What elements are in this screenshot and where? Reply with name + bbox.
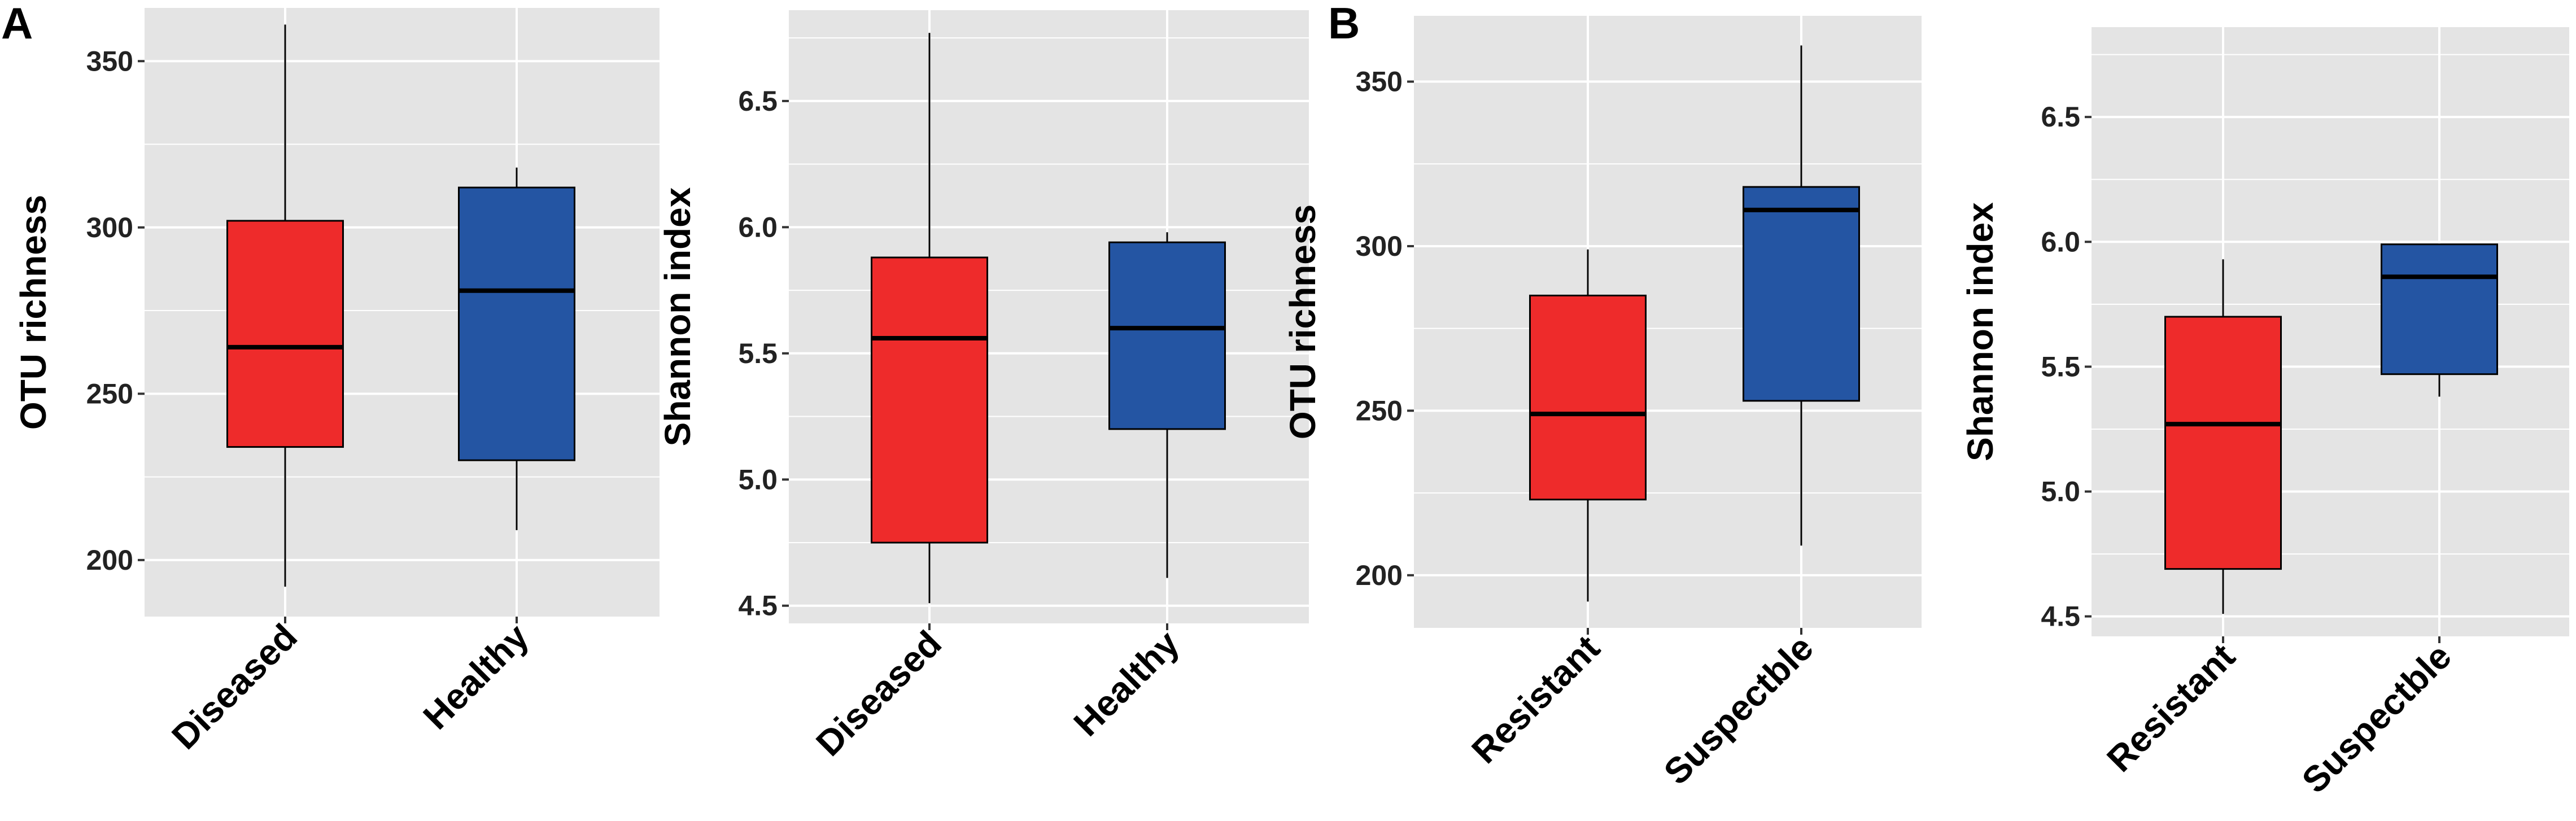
chart-4-y-tick-label: 5.5 [2041,351,2080,382]
chart-3-x-tick-label-resistant: Resistant [1464,627,1608,771]
chart-4-x-tick-label-suspectble: Suspectble [2294,636,2459,801]
chart-1-y-tick-label: 250 [86,378,133,409]
chart-4-y-tick-label: 5.0 [2041,476,2080,508]
chart-3-y-tick-label: 300 [1356,230,1403,262]
chart-2-diseased-box [871,256,988,544]
chart-2-y-tick-label: 6.0 [738,211,778,243]
chart-3-y-tick-label: 350 [1356,66,1403,98]
chart-1-x-tick-label-diseased: Diseased [164,616,305,757]
chart-3-y-tick-label: 200 [1356,560,1403,591]
chart-2-y-tick-label: 5.0 [738,464,778,495]
chart-4-resistant-box [2164,316,2282,570]
chart-2-panel-background [789,10,1309,623]
panel-label-a: A [1,0,33,48]
chart-3-suspectble-box [1743,186,1860,402]
chart-2-healthy-box [1108,241,1226,430]
panel-label-b: B [1328,0,1360,48]
chart-4-x-tick-label-resistant: Resistant [2099,636,2243,780]
chart-3-resistant-box [1529,294,1647,501]
chart-4-y-axis-title: Shannon index [1960,202,2001,461]
chart-1-healthy-box [458,186,575,461]
chart-1-y-tick-label: 300 [86,212,133,243]
chart-1-y-tick-label: 350 [86,45,133,77]
chart-2-x-tick-label-healthy: Healthy [1066,623,1187,744]
chart-4-y-tick-label: 6.0 [2041,226,2080,257]
chart-1-y-tick-label: 200 [86,544,133,576]
chart-1-x-tick-label-healthy: Healthy [416,616,537,737]
chart-4-suspectble-box [2381,243,2498,375]
chart-3-y-axis-title: OTU richness [1282,204,1323,439]
chart-2-y-axis-title: Shannon index [657,187,698,446]
chart-2-x-tick-label-diseased: Diseased [808,623,949,764]
chart-4-y-tick-label: 6.5 [2041,101,2080,133]
chart-2-y-tick-label: 6.5 [738,85,778,117]
chart-2-y-tick-label: 4.5 [738,590,778,622]
chart-3-y-tick-label: 250 [1356,395,1403,426]
chart-1-diseased-box [226,220,344,448]
chart-2-y-tick-label: 5.5 [738,338,778,369]
chart-1-panel-background [145,8,660,617]
chart-4-y-tick-label: 4.5 [2041,601,2080,632]
chart-1-y-axis-title: OTU richness [13,195,54,430]
chart-3-x-tick-label-suspectble: Suspectble [1656,627,1821,792]
